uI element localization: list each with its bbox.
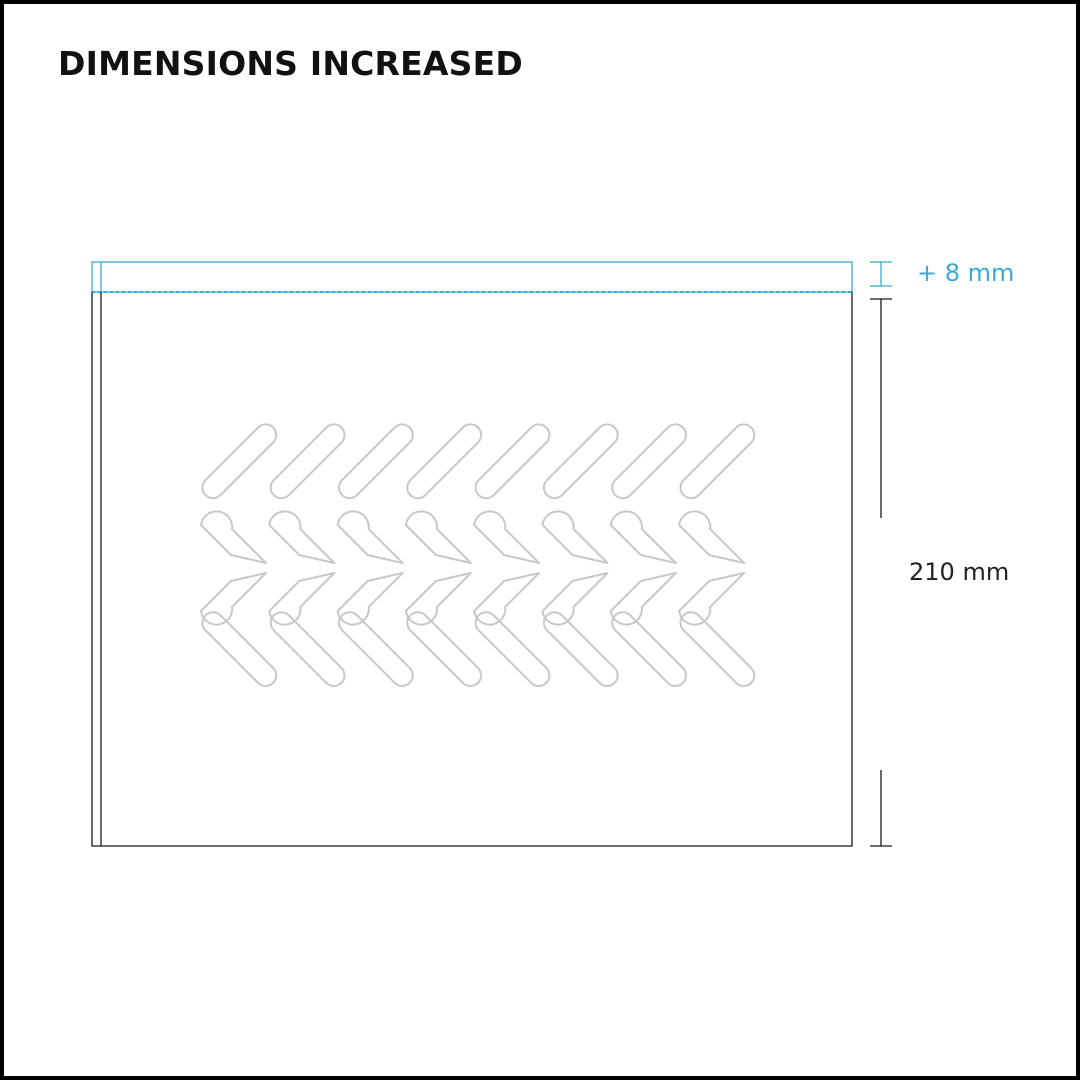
increase-dimension-marker bbox=[870, 261, 892, 287]
chevron-lower-arm bbox=[404, 572, 472, 626]
chevron-lower-bar bbox=[338, 611, 414, 687]
chevron-lower-arm bbox=[609, 572, 677, 626]
chevron-upper-bar bbox=[542, 423, 619, 500]
chevron-upper-bar bbox=[338, 423, 414, 500]
dimension-drawing bbox=[91, 261, 892, 847]
chevron-lower-arm bbox=[336, 572, 404, 626]
height-dimension-label: 210 mm bbox=[909, 558, 1010, 586]
chevron-lower-arm bbox=[473, 572, 541, 626]
chevron-lower-bar bbox=[542, 611, 619, 687]
added-strip-outline bbox=[91, 261, 853, 293]
chevron-upper-bar bbox=[611, 423, 687, 500]
chevron-lower-bar bbox=[406, 611, 483, 687]
chevron-upper-bar bbox=[201, 423, 278, 500]
chevron-pattern bbox=[200, 423, 756, 687]
chevron-lower-bar bbox=[679, 611, 756, 687]
chevron-lower-arm bbox=[541, 572, 609, 626]
height-dimension-marker bbox=[870, 298, 892, 847]
chevron-upper-arm bbox=[473, 510, 541, 564]
chevron-upper-arm bbox=[541, 510, 609, 564]
chevron-upper-bar bbox=[269, 423, 346, 500]
chevron-upper-arm bbox=[336, 510, 404, 564]
chevron-upper-bar bbox=[406, 423, 483, 500]
chevron-lower-bar bbox=[474, 611, 551, 687]
chevron-upper-arm bbox=[678, 510, 746, 564]
sheet-outline bbox=[91, 292, 853, 847]
chevron-lower-bar bbox=[269, 611, 346, 687]
chevron-lower-arm bbox=[678, 572, 746, 626]
page-title: DIMENSIONS INCREASED bbox=[58, 44, 523, 83]
chevron-lower-arm bbox=[268, 572, 336, 626]
chevron-upper-arm bbox=[609, 510, 677, 564]
increase-dimension-label: + 8 mm bbox=[917, 259, 1015, 287]
chevron-lower-arm bbox=[200, 572, 267, 626]
chevron-lower-bar bbox=[201, 611, 278, 687]
chevron-upper-arm bbox=[268, 510, 336, 564]
chevron-upper-arm bbox=[200, 510, 267, 564]
chevron-upper-bar bbox=[474, 423, 551, 500]
chevron-upper-bar bbox=[679, 423, 756, 500]
chevron-lower-bar bbox=[611, 611, 687, 687]
chevron-upper-arm bbox=[404, 510, 472, 564]
